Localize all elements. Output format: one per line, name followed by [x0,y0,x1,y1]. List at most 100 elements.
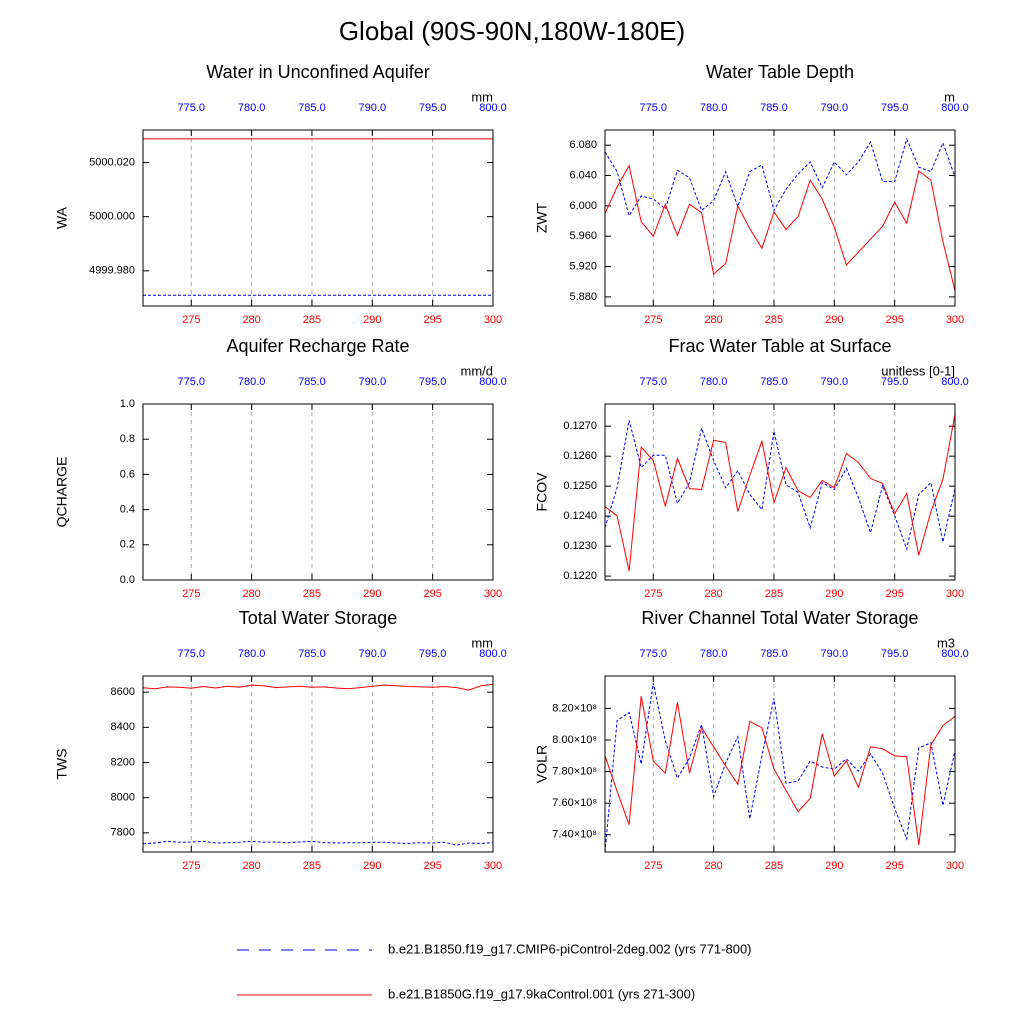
y-axis-label: FCOV [534,472,550,512]
units-label: mm [471,89,493,104]
y-axis-label: TWS [54,748,70,779]
x2-tick-label: 795.0 [881,376,909,388]
x2-tick-label: 775.0 [178,376,206,388]
x-tick-label: 275 [182,860,200,872]
y-tick-label: 6.040 [569,169,597,181]
y-tick-label: 0.6 [120,468,135,480]
x-tick-label: 285 [765,588,783,600]
x-tick-label: 275 [644,860,662,872]
x-tick-label: 300 [946,860,964,872]
x2-tick-label: 800.0 [941,102,969,114]
x2-tick-label: 790.0 [821,376,849,388]
x-tick-label: 285 [303,588,321,600]
y-tick-label: 6.080 [569,139,597,151]
x2-tick-label: 780.0 [238,648,266,660]
x2-tick-label: 785.0 [760,648,788,660]
x2-tick-label: 790.0 [359,102,387,114]
y-axis-label: ZWT [534,202,550,233]
x2-tick-label: 775.0 [178,102,206,114]
x-tick-label: 300 [946,588,964,600]
y-tick-label: 0.1270 [563,420,597,432]
x2-tick-label: 780.0 [700,648,728,660]
y-axis-label: WA [54,206,70,229]
x2-tick-label: 780.0 [238,376,266,388]
x2-tick-label: 785.0 [298,102,326,114]
x-tick-label: 295 [885,860,903,872]
units-label: mm/d [461,363,494,378]
x-tick-label: 290 [825,588,843,600]
y-tick-label: 7800 [111,827,135,839]
y-tick-label: 5.880 [569,291,597,303]
x-tick-label: 285 [303,860,321,872]
x2-tick-label: 795.0 [881,102,909,114]
y-tick-label: 1.0 [120,398,135,410]
panel-title: Water Table Depth [706,62,854,82]
x-tick-label: 280 [704,860,722,872]
series-line [142,683,494,691]
plot-frame [142,675,494,853]
x2-tick-label: 800.0 [941,376,969,388]
x-tick-label: 275 [644,588,662,600]
x-tick-label: 280 [704,314,722,326]
x-tick-label: 295 [423,314,441,326]
x2-tick-label: 790.0 [359,376,387,388]
y-tick-label: 0.0 [120,574,135,586]
x-tick-label: 300 [484,314,502,326]
y-axis-label: VOLR [534,745,550,783]
x2-tick-label: 795.0 [419,102,447,114]
x-tick-label: 290 [825,314,843,326]
x-tick-label: 280 [242,860,260,872]
x-tick-label: 295 [885,588,903,600]
y-tick-label: 0.1230 [563,540,597,552]
plot-frame [142,129,494,307]
x2-tick-label: 790.0 [821,102,849,114]
x-tick-label: 290 [363,314,381,326]
plot-frame [142,403,494,581]
series-line [142,840,494,846]
x-tick-label: 290 [363,588,381,600]
units-label: unitless [0-1] [881,363,955,378]
series-line [604,137,956,217]
y-tick-label: 7.40×10⁸ [552,829,597,841]
plot-frame [604,403,956,581]
x-tick-label: 300 [484,588,502,600]
units-label: mm [471,635,493,650]
x2-tick-label: 785.0 [760,102,788,114]
x2-tick-label: 775.0 [178,648,206,660]
x-tick-label: 295 [423,588,441,600]
panel-title: Total Water Storage [239,608,397,628]
y-tick-label: 0.1250 [563,480,597,492]
x2-tick-label: 780.0 [700,376,728,388]
x-tick-label: 275 [182,314,200,326]
x2-tick-label: 780.0 [700,102,728,114]
legend-label: b.e21.B1850.f19_g17.CMIP6-piControl-2deg… [388,941,752,956]
y-tick-label: 8400 [111,721,135,733]
y-tick-label: 5.960 [569,230,597,242]
x-tick-label: 285 [303,314,321,326]
x2-tick-label: 785.0 [298,648,326,660]
x2-tick-label: 800.0 [479,648,507,660]
x2-tick-label: 775.0 [640,376,668,388]
x2-tick-label: 785.0 [298,376,326,388]
x-tick-label: 300 [484,860,502,872]
y-tick-label: 5000.000 [89,211,135,223]
y-tick-label: 0.8 [120,433,135,445]
y-tick-label: 8600 [111,686,135,698]
x2-tick-label: 790.0 [821,648,849,660]
x-tick-label: 275 [182,588,200,600]
plot-frame [604,675,956,853]
x-tick-label: 280 [704,588,722,600]
y-tick-label: 0.2 [120,539,135,551]
series-line [604,696,956,845]
figure-title: Global (90S-90N,180W-180E) [339,16,685,46]
panel-title: Frac Water Table at Surface [668,336,891,356]
x-tick-label: 285 [765,860,783,872]
x-tick-label: 295 [885,314,903,326]
y-tick-label: 7.60×10⁸ [552,797,597,809]
y-tick-label: 7.80×10⁸ [552,765,597,777]
y-tick-label: 8200 [111,756,135,768]
panel-title: Water in Unconfined Aquifer [206,62,429,82]
x-tick-label: 290 [363,860,381,872]
units-label: m3 [937,635,955,650]
y-tick-label: 8.00×10⁸ [552,734,597,746]
